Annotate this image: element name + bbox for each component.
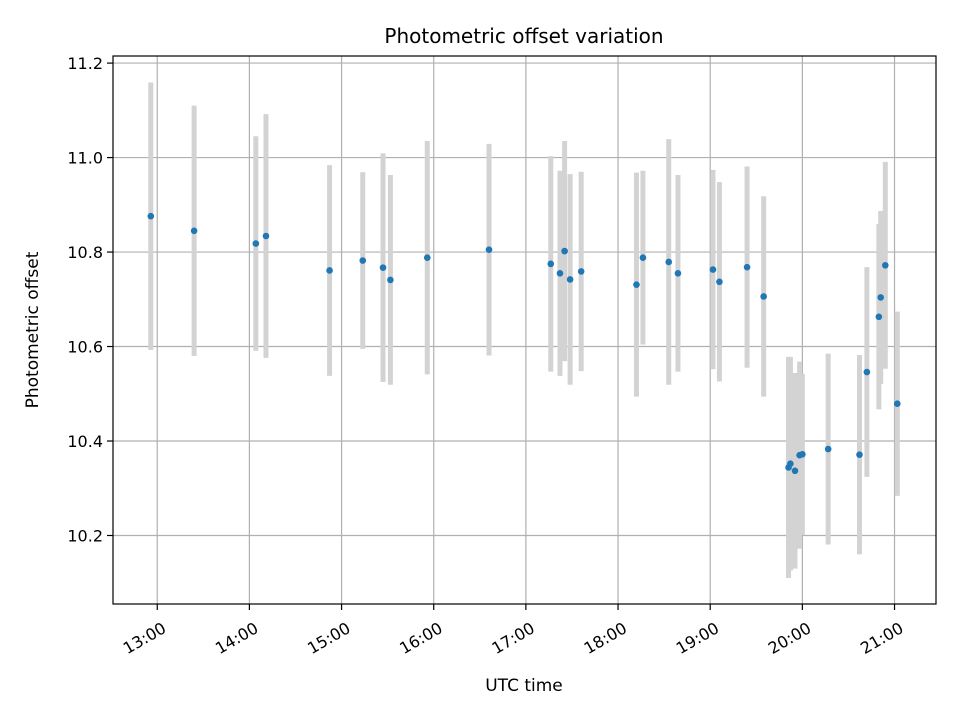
x-axis-title: UTC time bbox=[485, 676, 563, 696]
data-point bbox=[326, 267, 333, 274]
plot-frame bbox=[112, 55, 937, 605]
y-axis-title: Photometric offset bbox=[23, 251, 43, 408]
grid bbox=[113, 56, 936, 604]
data-points bbox=[147, 212, 901, 475]
y-tick-label: 10.6 bbox=[67, 338, 103, 357]
data-point bbox=[577, 268, 585, 275]
data-point bbox=[824, 445, 832, 453]
data-point bbox=[262, 232, 270, 240]
data-point bbox=[709, 266, 717, 273]
data-point bbox=[252, 240, 260, 247]
data-point bbox=[190, 227, 198, 235]
y-tick-label: 11.0 bbox=[67, 149, 103, 168]
y-tick-label: 10.8 bbox=[67, 243, 103, 262]
data-point bbox=[387, 276, 394, 284]
chart-title: Photometric offset variation bbox=[384, 24, 663, 48]
data-point bbox=[674, 270, 682, 277]
data-point bbox=[875, 313, 883, 321]
data-point bbox=[379, 264, 387, 271]
data-point bbox=[639, 254, 647, 262]
y-tick-label: 11.2 bbox=[67, 54, 103, 73]
data-point bbox=[633, 281, 640, 288]
data-point bbox=[760, 293, 767, 300]
data-point bbox=[791, 467, 799, 475]
data-point bbox=[485, 246, 493, 253]
data-point bbox=[743, 263, 751, 271]
y-tick-label: 10.2 bbox=[67, 527, 103, 546]
data-point bbox=[359, 257, 367, 264]
data-point bbox=[423, 254, 431, 262]
data-point bbox=[893, 400, 901, 407]
data-point bbox=[863, 368, 871, 376]
data-point bbox=[147, 212, 155, 220]
y-axis: 10.2 10.4 10.6 10.8 11.0 11.2 bbox=[67, 54, 113, 546]
data-point bbox=[877, 294, 885, 301]
data-point bbox=[547, 260, 555, 268]
data-point bbox=[566, 276, 574, 283]
data-point bbox=[787, 460, 794, 467]
y-tick-label: 10.4 bbox=[67, 432, 103, 451]
data-point bbox=[556, 270, 564, 277]
data-point bbox=[665, 258, 673, 266]
data-point bbox=[856, 451, 863, 459]
data-point bbox=[561, 247, 568, 255]
data-point bbox=[799, 450, 806, 458]
data-point bbox=[882, 261, 889, 269]
data-point bbox=[716, 278, 723, 286]
